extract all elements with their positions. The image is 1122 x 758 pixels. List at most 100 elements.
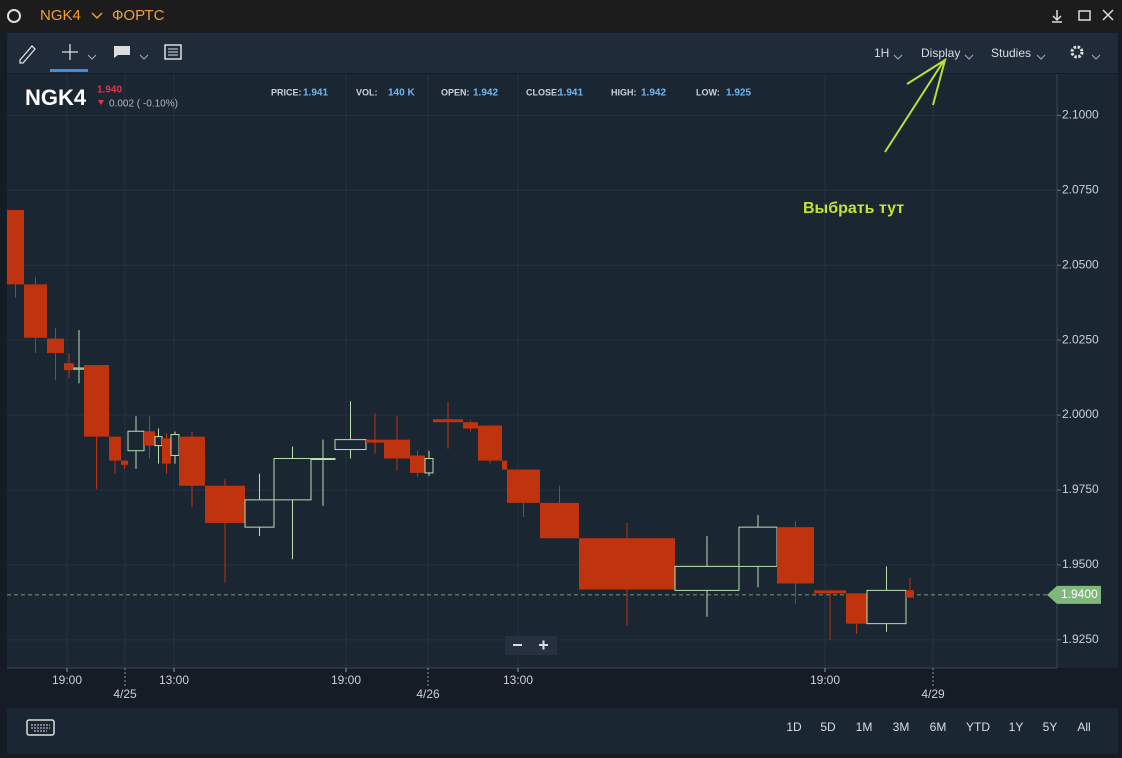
active-tool-indicator	[50, 69, 88, 72]
y-tick-label: 2.0750	[1062, 182, 1099, 196]
keyboard-keys	[31, 724, 50, 732]
annotation: Выбрать тут	[803, 200, 904, 217]
candle-body	[579, 538, 675, 590]
crosshair-tool[interactable]	[62, 44, 78, 60]
candle-body	[205, 485, 245, 523]
stat-label: HIGH:	[611, 87, 637, 97]
dropdown-arrows	[87, 54, 1101, 60]
x-tick-label: 19:00	[52, 673, 82, 687]
candle-body	[424, 458, 434, 474]
title-bar	[0, 0, 1122, 32]
x-tick-label: 13:00	[503, 673, 533, 687]
y-tick-label: 1.9500	[1062, 557, 1099, 571]
close-button[interactable]	[1102, 9, 1114, 21]
stat-label: PRICE:	[271, 87, 302, 97]
candle-body	[463, 422, 478, 429]
range-button[interactable]: 3M	[893, 720, 910, 734]
candle-body	[84, 365, 109, 437]
candle-body	[777, 527, 814, 584]
y-tick-label: 2.0500	[1062, 257, 1099, 271]
stat-label: VOL:	[356, 87, 378, 97]
stat-value: 1.942	[641, 88, 666, 99]
stat-value: 1.942	[473, 88, 498, 99]
candle-body	[334, 439, 367, 451]
keyboard-button[interactable]	[26, 719, 55, 736]
stat-value: 1.925	[726, 88, 751, 99]
download-button[interactable]	[1052, 10, 1062, 23]
last-price-tag	[1047, 585, 1101, 604]
x-tick-label: 13:00	[159, 673, 189, 687]
candle-body	[866, 589, 907, 625]
candle-body	[179, 436, 205, 486]
stat-value: 1.941	[558, 88, 583, 99]
candle-body	[384, 439, 410, 459]
candle-body	[244, 499, 275, 528]
stat-value: 1.941	[303, 88, 328, 99]
candle-body	[127, 430, 145, 452]
stat-label: CLOSE:	[526, 87, 560, 97]
candle-body	[906, 590, 914, 598]
down-arrow	[98, 100, 104, 105]
y-tick-label: 2.0000	[1062, 407, 1099, 421]
y-tick-label: 2.0250	[1062, 332, 1099, 346]
stat-label: OPEN:	[441, 87, 470, 97]
range-button[interactable]: All	[1077, 720, 1090, 734]
stat-value: 140 K	[388, 88, 415, 99]
candle-body	[738, 526, 778, 567]
window-icon[interactable]	[7, 9, 21, 23]
bottom-bar	[7, 708, 1118, 754]
studies-menu[interactable]: Studies	[991, 46, 1031, 60]
draw-tool[interactable]	[19, 45, 36, 64]
candle-body	[7, 210, 24, 285]
list-lines	[168, 48, 178, 56]
comment-tool[interactable]	[114, 46, 130, 58]
x-tick-label: 4/29	[921, 687, 945, 701]
candle-body	[502, 460, 507, 470]
range-button[interactable]: 5D	[820, 720, 836, 734]
price-axis	[1057, 74, 1118, 668]
range-button[interactable]: 1M	[856, 720, 873, 734]
header-symbol: NGK4	[25, 85, 87, 110]
maximize-button[interactable]	[1078, 10, 1091, 21]
header-price: 1.940	[97, 85, 122, 96]
range-button[interactable]: 5Y	[1043, 720, 1058, 734]
candle-body	[540, 502, 579, 539]
candle-body	[73, 367, 85, 370]
candle-body	[121, 460, 128, 465]
range-button[interactable]: 1D	[786, 720, 802, 734]
interval-menu[interactable]: 1H	[874, 46, 889, 60]
display-menu[interactable]: Display	[921, 46, 960, 60]
zoom-buttons[interactable]	[513, 640, 548, 650]
candle-body	[64, 363, 74, 371]
candle-body	[170, 434, 180, 457]
range-buttons: 1D 5D 1M 3M 6M YTD 1Y 5Y All	[786, 720, 1090, 734]
candle-body	[846, 593, 867, 624]
candle-body	[814, 590, 846, 594]
plot-area	[7, 74, 1057, 668]
candle-body	[273, 458, 312, 501]
candle-body	[154, 436, 163, 447]
range-button[interactable]: 6M	[930, 720, 947, 734]
x-tick-label: 19:00	[331, 673, 361, 687]
candle-body	[433, 419, 463, 423]
window-controls	[1052, 9, 1114, 23]
plot	[7, 74, 1061, 686]
window-symbol[interactable]: NGK4	[40, 7, 81, 24]
symbol-dropdown[interactable]	[91, 12, 103, 20]
header-stats: PRICE: 1.941 VOL: 140 K OPEN: 1.942 CLOSE:1.94…	[271, 87, 751, 98]
settings-button[interactable]	[1070, 45, 1084, 59]
y-tick-label: 1.9250	[1062, 632, 1099, 646]
last-price-label: 1.9400	[1061, 587, 1098, 601]
window-exchange[interactable]: ФОРТС	[112, 7, 165, 24]
range-button[interactable]: YTD	[966, 720, 990, 734]
y-tick-label: 2.1000	[1062, 108, 1099, 122]
annotation-arrow	[884, 57, 947, 153]
candle-body	[24, 284, 47, 338]
list-tool[interactable]	[164, 44, 182, 60]
toolbar	[7, 33, 1118, 73]
x-tick-label: 19:00	[810, 673, 840, 687]
stat-label: LOW:	[696, 87, 720, 97]
range-button[interactable]: 1Y	[1009, 720, 1024, 734]
candle-body	[109, 436, 121, 461]
